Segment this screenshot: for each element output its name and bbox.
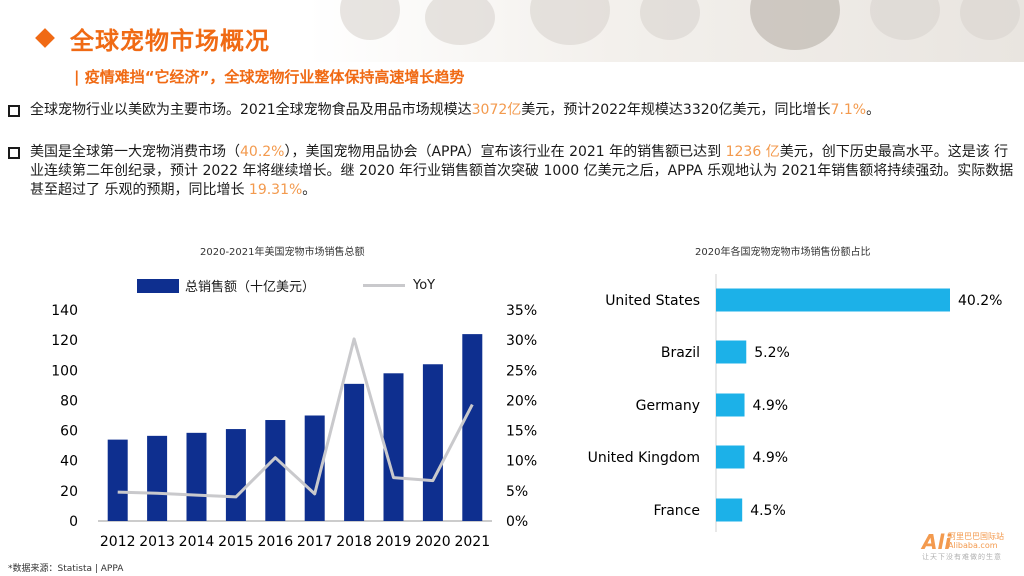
- right-axis-tick-label: 30%: [506, 333, 537, 349]
- page-title: 全球宠物市场概况: [70, 26, 270, 55]
- bullet-2-text: 美国是全球第一大宠物消费市场（40.2%），美国宠物用品协会（APPA）宣布该行…: [30, 144, 1014, 198]
- right-axis-tick-label: 10%: [506, 454, 537, 470]
- sales-bar: [462, 334, 483, 521]
- sales-bar: [344, 383, 365, 521]
- page-title-row: 全球宠物市场概况: [35, 20, 270, 56]
- alibaba-logo-slogan: 让天下没有难做的生意: [922, 553, 1002, 561]
- left-axis-tick-label: 120: [51, 333, 78, 349]
- page-subtitle: | 疫情难挡“它经济”，全球宠物行业整体保持高速增长趋势: [74, 68, 465, 86]
- x-axis-tick-label: 2013: [139, 534, 175, 550]
- bullet-1: 全球宠物行业以美欧为主要市场。2021全球宠物食品及用品市场规模达3072亿美元…: [8, 101, 1018, 120]
- bullet-1-text: 全球宠物行业以美欧为主要市场。2021全球宠物食品及用品市场规模达3072亿美元…: [30, 102, 881, 118]
- chart-2-title: 2020年各国宠物宠物市场销售份额占比: [695, 247, 871, 258]
- legend-bar-label: 总销售额（十亿美元）: [185, 280, 316, 295]
- alibaba-logo-mark: Ali: [922, 530, 952, 554]
- x-axis-tick-label: 2019: [376, 534, 412, 550]
- alibaba-logo: Ali 阿里巴巴国际站 Alibaba.com 让天下没有难做的生意: [922, 528, 1018, 562]
- right-axis-tick-label: 35%: [506, 303, 537, 319]
- share-bar: [716, 393, 745, 417]
- share-value-label: 5.2%: [754, 345, 790, 361]
- bullet-2: 美国是全球第一大宠物消费市场（40.2%），美国宠物用品协会（APPA）宣布该行…: [8, 143, 1018, 200]
- x-axis-tick-label: 2017: [297, 534, 333, 550]
- share-bar: [716, 445, 745, 469]
- left-axis-tick-label: 0: [69, 514, 78, 530]
- country-label: United Kingdom: [588, 450, 700, 466]
- share-bar: [716, 340, 747, 364]
- share-bar: [716, 288, 950, 312]
- right-axis-tick-label: 25%: [506, 363, 537, 379]
- legend-bar-swatch: [137, 278, 179, 293]
- sales-bar: [383, 373, 404, 521]
- source-note: *数据来源：Statista | APPA: [8, 564, 124, 574]
- alibaba-logo-text: 阿里巴巴国际站 Alibaba.com: [948, 532, 1004, 550]
- yoy-line: [117, 337, 474, 499]
- right-axis-tick-label: 5%: [506, 484, 528, 500]
- sales-bar: [265, 420, 286, 521]
- share-value-label: 4.9%: [753, 450, 789, 466]
- x-axis-tick-label: 2018: [336, 534, 372, 550]
- chart-1-title: 2020-2021年美国宠物市场销售总额: [200, 247, 365, 258]
- left-axis-tick-label: 140: [51, 303, 78, 319]
- x-axis-tick-label: 2015: [218, 534, 254, 550]
- header-banner: [0, 0, 1024, 62]
- sales-bar: [304, 415, 325, 521]
- left-axis-tick-label: 80: [60, 393, 78, 409]
- share-bar: [716, 498, 743, 522]
- chart-1-legend: 总销售额（十亿美元） YoY: [137, 276, 435, 295]
- legend-line-swatch: [363, 284, 406, 287]
- right-axis-tick-label: 15%: [506, 424, 537, 440]
- country-label: United States: [605, 293, 700, 309]
- legend-line-label: YoY: [413, 278, 436, 293]
- country-label: Brazil: [661, 345, 700, 361]
- checkbox-bullet-icon: [8, 147, 20, 159]
- x-axis-tick-label: 2016: [257, 534, 293, 550]
- left-axis-tick-label: 40: [60, 454, 78, 470]
- pet-photo-strip: [330, 0, 1024, 62]
- left-axis-tick-label: 60: [60, 424, 78, 440]
- sales-bar: [107, 439, 128, 521]
- share-value-label: 4.5%: [750, 503, 786, 519]
- right-axis-tick-label: 20%: [506, 393, 537, 409]
- country-label: France: [653, 503, 700, 519]
- sales-bar: [186, 432, 207, 521]
- share-value-label: 40.2%: [958, 293, 1002, 309]
- sales-bar: [147, 435, 168, 521]
- x-axis-tick-label: 2014: [179, 534, 215, 550]
- right-axis-tick-label: 0%: [506, 514, 528, 530]
- x-axis-tick-label: 2021: [454, 534, 490, 550]
- x-axis-tick-label: 2012: [100, 534, 136, 550]
- share-value-label: 4.9%: [753, 398, 789, 414]
- left-axis-tick-label: 100: [51, 363, 78, 379]
- sales-bar: [422, 364, 443, 521]
- checkbox-bullet-icon: [8, 105, 20, 117]
- left-axis-tick-label: 20: [60, 484, 78, 500]
- country-label: Germany: [636, 398, 700, 414]
- x-axis-tick-label: 2020: [415, 534, 451, 550]
